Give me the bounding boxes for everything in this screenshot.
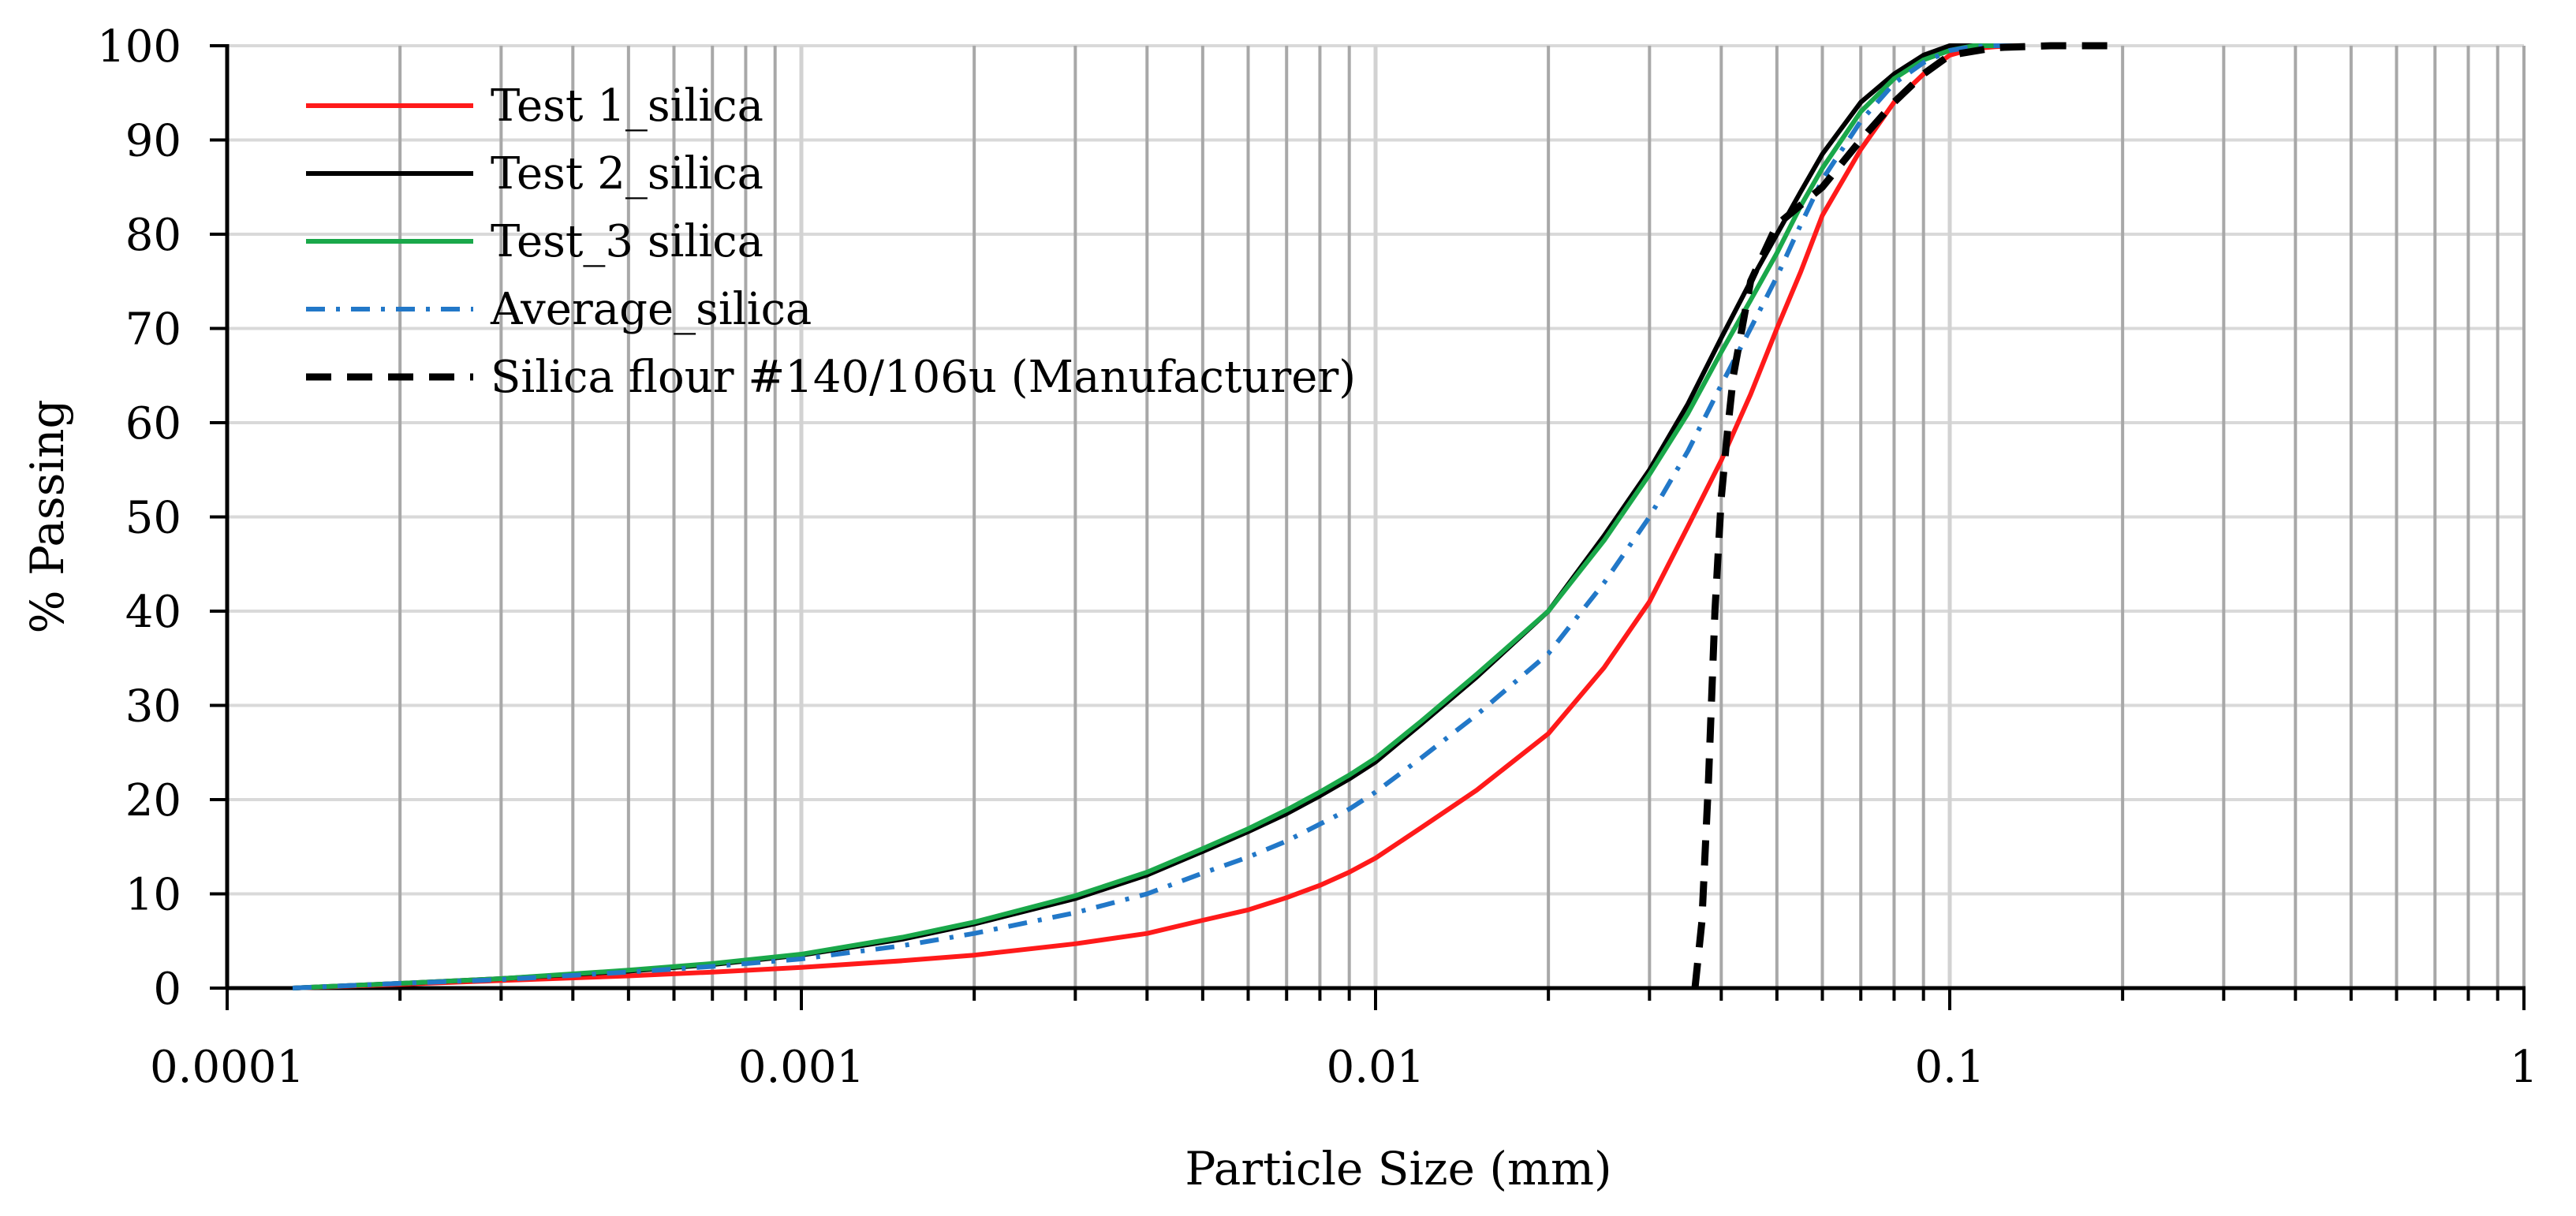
y-tick-label: 10: [125, 870, 181, 921]
legend-label-test3: Test_3 silica: [491, 216, 763, 267]
legend: Test 1_silica Test 2_silica Test_3 silica A…: [306, 80, 1356, 403]
y-tick-label: 30: [125, 681, 181, 733]
series-line-average: [292, 43, 2015, 990]
y-axis-title: % Passing: [21, 399, 74, 633]
y-tick-label: 100: [97, 21, 181, 73]
y-tick-label: 70: [125, 304, 181, 356]
y-tick-label: 80: [125, 210, 181, 261]
y-tick-label: 0: [153, 964, 181, 1015]
y-tick-label: 50: [125, 493, 181, 544]
x-tick-label: 0.001: [738, 1042, 864, 1093]
series-line-test3: [292, 43, 1995, 990]
x-axis-title: Particle Size (mm): [1185, 1142, 1611, 1195]
legend-label-test2: Test 2_silica: [491, 148, 763, 200]
x-tick-label: 0.0001: [150, 1042, 304, 1093]
axes: 0 10 20 30 40 50 60 70 80 90 100 0.0001 0.001 0.01 0.1…: [97, 21, 2538, 1093]
y-tick-label: 60: [125, 398, 181, 449]
data-series: [292, 42, 2123, 990]
y-tick-label: 90: [125, 116, 181, 167]
y-tick-label: 20: [125, 775, 181, 826]
x-tick-label: 0.01: [1327, 1042, 1425, 1093]
legend-label-average: Average_silica: [490, 284, 812, 335]
x-tick-label: 1: [2510, 1042, 2538, 1093]
grid: [227, 44, 2526, 988]
legend-label-manufacturer: Silica flour #140/106u (Manufacturer): [491, 352, 1356, 403]
y-tick-label: 40: [125, 587, 181, 638]
legend-label-test1: Test 1_silica: [491, 80, 763, 132]
series-line-manufacturer: [1691, 42, 2123, 989]
x-tick-label: 0.1: [1914, 1042, 1984, 1093]
